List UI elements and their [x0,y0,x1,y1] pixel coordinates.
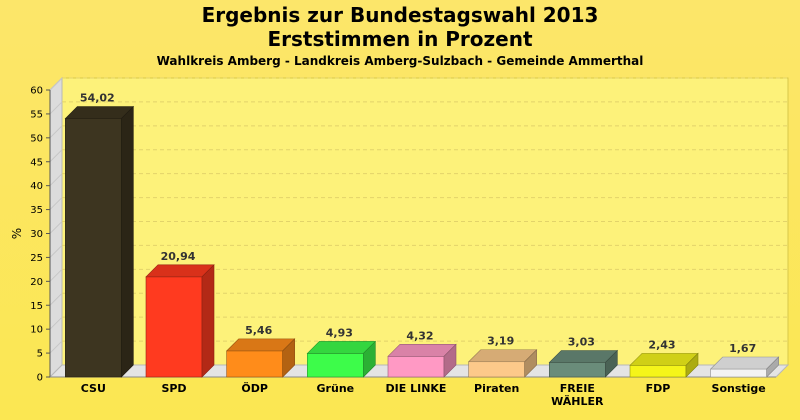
gridline-side [49,268,63,282]
gridline-side [49,77,63,91]
bar-side [766,356,779,378]
y-tick-label: 35 [30,205,43,216]
bar-side [605,349,618,378]
bar-value-label: 1,67 [729,342,756,355]
bar [387,356,445,378]
bar-value-label: 54,02 [80,92,115,105]
x-tick-label: FREIE WÄHLER [551,382,604,408]
bar-value-label: 4,93 [326,326,353,339]
y-tick-label: 45 [30,157,43,168]
x-tick-label-line: Grüne [317,382,355,395]
gridline-side [49,149,63,163]
bar-side [201,264,215,378]
y-tick-label: 40 [30,181,43,192]
x-tick-label-line: SPD [161,382,186,395]
y-tick-label: 25 [30,253,43,264]
x-tick-label: CSU [81,382,106,395]
bar [226,350,283,378]
x-tick-label-line: CSU [81,382,106,395]
gridline-side [49,245,63,258]
y-tick-label: 0 [37,373,43,384]
bar-side [121,105,134,378]
gridline-side [49,292,63,306]
y-tick-label: 50 [30,133,43,144]
bar [468,361,525,378]
bar-side [524,349,537,378]
x-tick-label-line: ÖDP [241,381,268,395]
x-tick-label: Sonstige [712,382,766,395]
x-tick-label: Grüne [317,382,355,395]
bar [65,118,122,378]
bar [710,368,767,378]
x-tick-label-line: FDP [646,382,671,395]
bar-value-label: 20,94 [161,250,196,263]
gridline-side [49,173,63,187]
bar-side [443,343,457,378]
gridline-side [49,316,63,330]
gridline-side [49,125,63,139]
bar-side [282,338,295,378]
bar-value-label: 3,19 [487,335,514,348]
chart-caption: Wahlkreis Amberg - Landkreis Amberg-Sulz… [156,54,644,68]
x-tick-label-line: Sonstige [712,382,766,395]
gridline-side [49,340,63,354]
bar [145,276,203,378]
y-axis-label: % [10,228,24,239]
bar [307,353,364,378]
x-tick-label: Piraten [474,382,519,395]
gridline-side [49,101,63,115]
y-tick-label: 5 [37,349,43,360]
chart-subtitle: Erststimmen in Prozent [267,27,533,51]
bar [549,362,606,378]
x-tick-label: SPD [161,382,186,395]
bar-value-label: 4,32 [406,329,433,342]
y-tick-label: 15 [30,301,43,312]
gridline-side [49,221,63,234]
bar-side [363,340,376,378]
y-tick-label: 60 [30,86,43,97]
chart-title: Ergebnis zur Bundestagswahl 2013 [201,3,599,27]
x-tick-label: ÖDP [241,381,268,395]
bar [629,365,687,378]
bar-value-label: 2,43 [648,338,675,351]
y-tick-label: 55 [30,109,43,120]
x-tick-label-line: FREIE [560,382,595,395]
y-tick-label: 30 [30,229,43,240]
bar-value-label: 5,46 [245,324,272,337]
bar-value-label: 3,03 [568,336,595,349]
bar-side [685,352,699,378]
x-tick-label: DIE LINKE [386,382,447,395]
gridline-side [49,197,63,210]
x-tick-label-line: Piraten [474,382,519,395]
y-tick-label: 20 [30,277,43,288]
x-tick-label-line: WÄHLER [551,394,604,408]
y-tick-label: 10 [30,325,43,336]
x-tick-label: FDP [646,382,671,395]
x-tick-label-line: DIE LINKE [386,382,447,395]
